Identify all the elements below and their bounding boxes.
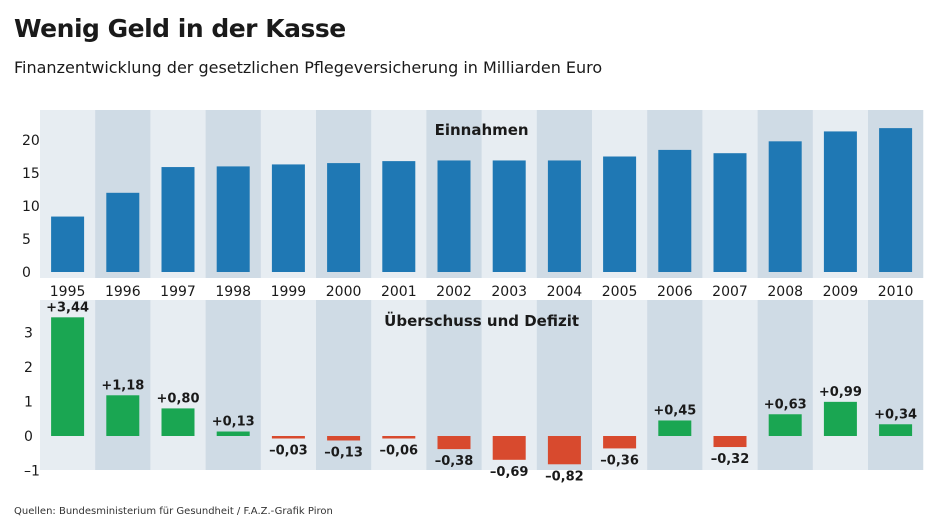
income-y-tick: 20 xyxy=(22,133,40,149)
x-tick-year: 1999 xyxy=(271,284,307,300)
surplus-bar xyxy=(768,414,802,436)
income-bar xyxy=(161,167,195,272)
source-note: Quellen: Bundesministerium für Gesundhei… xyxy=(14,506,333,517)
data-label: –0,13 xyxy=(324,445,363,460)
data-label: +3,44 xyxy=(46,300,89,315)
x-tick-year: 1997 xyxy=(160,284,196,300)
balance-y-tick: 1 xyxy=(24,395,33,411)
data-label: –0,06 xyxy=(380,444,419,459)
surplus-bar xyxy=(106,395,140,436)
income-bar xyxy=(603,156,637,272)
data-label: +0,34 xyxy=(874,407,917,422)
income-bar xyxy=(106,192,140,272)
income-chart-title: Einnahmen xyxy=(435,121,529,139)
x-tick-year: 1998 xyxy=(215,284,251,300)
income-y-tick: 0 xyxy=(22,265,31,281)
data-label: +1,18 xyxy=(101,378,144,393)
balance-y-tick: 3 xyxy=(24,326,33,342)
income-bar xyxy=(879,128,913,272)
income-y-tick: 10 xyxy=(22,199,40,215)
data-label: –0,69 xyxy=(490,465,529,480)
data-label: –0,03 xyxy=(269,444,308,459)
income-bar xyxy=(823,131,857,272)
balance-y-tick: 0 xyxy=(24,429,33,445)
balance-y-tick: 2 xyxy=(24,360,33,376)
x-tick-year: 2009 xyxy=(823,284,859,300)
surplus-bar xyxy=(51,317,85,436)
deficit-bar xyxy=(713,436,747,448)
chart-title: Wenig Geld in der Kasse xyxy=(14,14,346,43)
deficit-bar xyxy=(437,436,471,450)
data-label: +0,99 xyxy=(819,385,862,400)
column-stripe xyxy=(757,300,813,470)
column-stripe xyxy=(205,300,261,470)
x-tick-year: 2000 xyxy=(326,284,362,300)
x-tick-year: 1995 xyxy=(50,284,86,300)
deficit-bar xyxy=(603,436,637,449)
data-label: –0,32 xyxy=(711,452,750,467)
chart-subtitle: Finanzentwicklung der gesetzlichen Pfleg… xyxy=(14,58,603,77)
surplus-bar xyxy=(879,424,913,436)
x-tick-year: 1996 xyxy=(105,284,141,300)
data-label: +0,13 xyxy=(212,415,255,430)
data-label: –0,38 xyxy=(435,454,474,469)
x-tick-year: 2004 xyxy=(547,284,583,300)
income-bar xyxy=(713,153,747,272)
x-tick-year: 2006 xyxy=(657,284,693,300)
column-stripe xyxy=(647,300,703,470)
x-tick-year: 2001 xyxy=(381,284,417,300)
surplus-bar xyxy=(161,408,195,436)
income-y-tick: 5 xyxy=(22,232,31,248)
data-label: –0,82 xyxy=(545,469,584,484)
balance-chart-title: Überschuss und Defizit xyxy=(384,311,579,330)
surplus-bar xyxy=(823,401,857,436)
balance-y-tick: –1 xyxy=(24,464,40,480)
column-stripe xyxy=(868,300,924,470)
income-bar xyxy=(437,160,471,272)
income-bar xyxy=(382,161,416,272)
deficit-bar xyxy=(271,436,305,439)
deficit-bar xyxy=(382,436,416,439)
x-tick-year: 2005 xyxy=(602,284,638,300)
deficit-bar xyxy=(327,436,361,441)
x-tick-year: 2010 xyxy=(878,284,914,300)
income-y-tick: 15 xyxy=(22,166,40,182)
data-label: +0,80 xyxy=(157,391,200,406)
column-stripe xyxy=(95,300,151,470)
income-bar xyxy=(658,149,692,272)
income-bar xyxy=(547,160,581,272)
x-tick-year: 2007 xyxy=(712,284,748,300)
data-label: +0,45 xyxy=(653,403,696,418)
data-label: +0,63 xyxy=(764,397,807,412)
income-bar xyxy=(492,160,526,272)
income-bar xyxy=(327,163,361,272)
x-tick-year: 2003 xyxy=(491,284,527,300)
deficit-bar xyxy=(492,436,526,460)
surplus-bar xyxy=(658,420,692,436)
x-tick-year: 2002 xyxy=(436,284,472,300)
surplus-bar xyxy=(216,431,250,436)
income-bar xyxy=(216,166,250,272)
x-tick-year: 2008 xyxy=(767,284,803,300)
income-bar xyxy=(768,141,802,272)
deficit-bar xyxy=(547,436,581,465)
data-label: –0,36 xyxy=(600,453,639,468)
income-bar xyxy=(271,164,305,272)
income-bar xyxy=(51,216,85,272)
column-stripe xyxy=(316,300,372,470)
